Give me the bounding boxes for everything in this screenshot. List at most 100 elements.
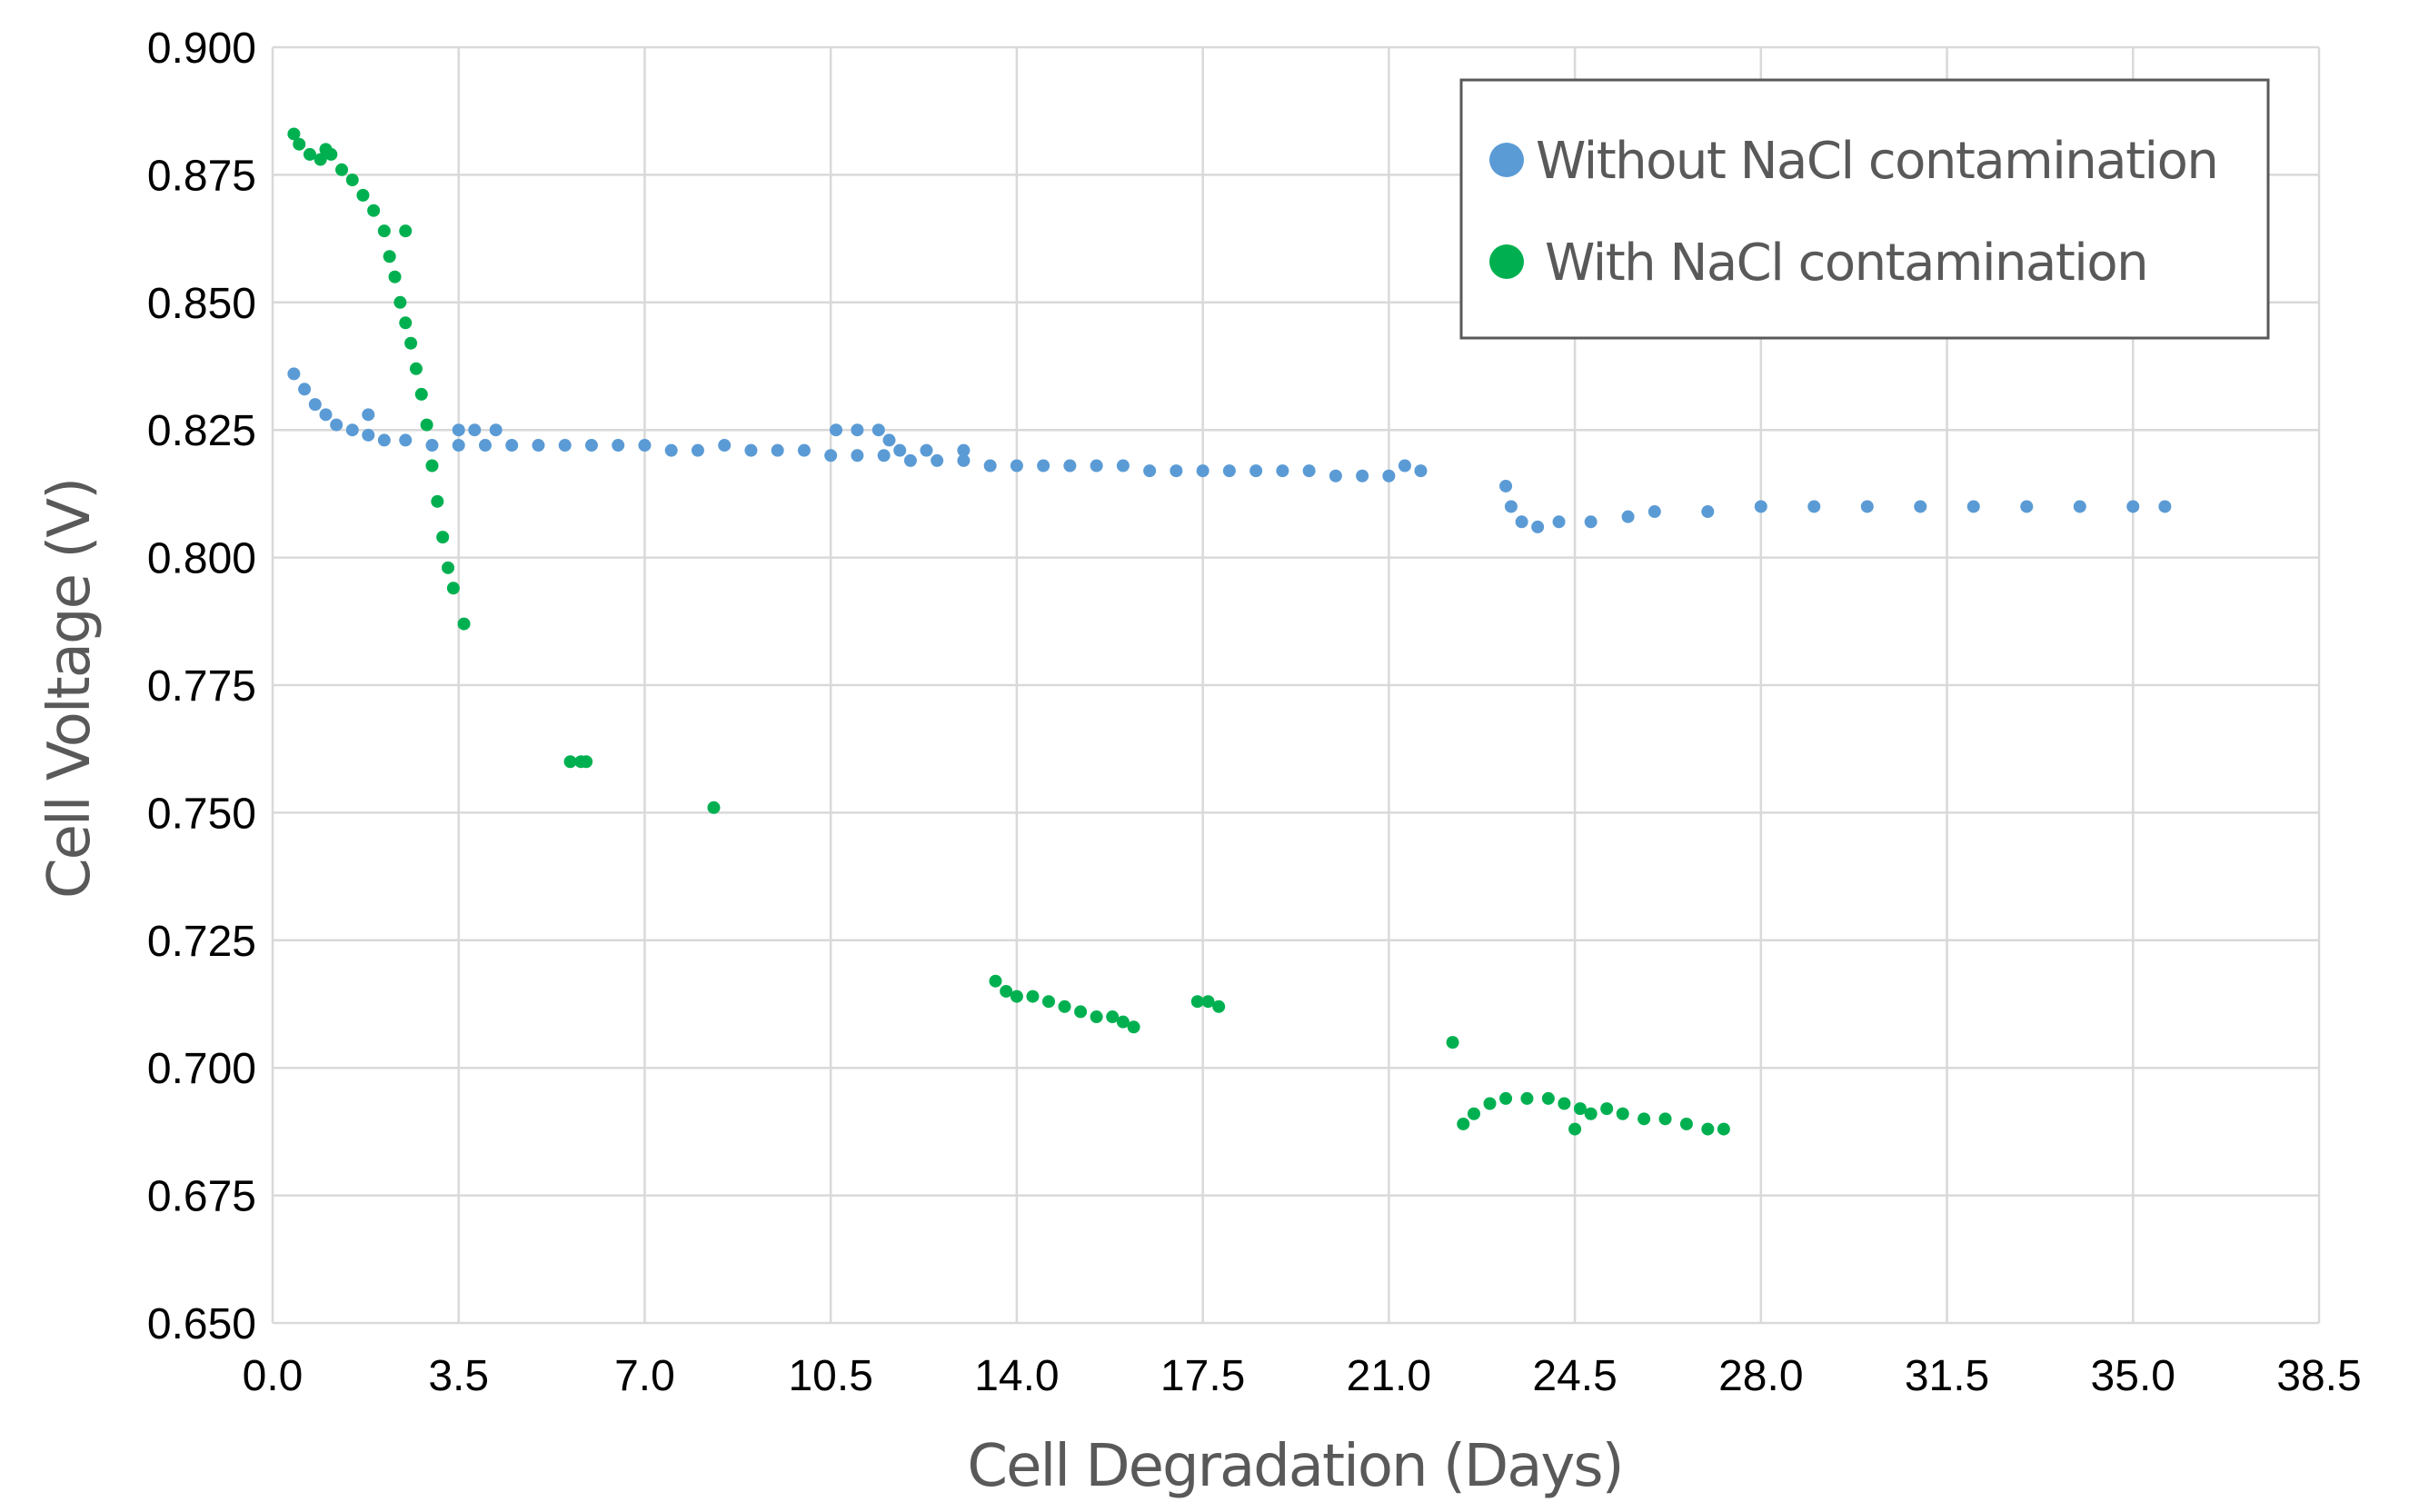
data-point [324,147,338,161]
y-tick-label: 0.775 [147,662,256,711]
data-point [1541,1091,1555,1105]
data-point [771,443,784,457]
data-point [287,127,301,141]
data-point [414,387,428,401]
data-point [612,439,625,453]
legend-box [1459,78,2270,340]
data-point [1063,459,1077,472]
data-point [830,423,843,437]
grid [271,45,2321,1325]
data-point [1190,995,1204,1009]
data-point [1457,1117,1470,1130]
y-tick-label: 0.800 [147,535,256,583]
data-point [558,439,572,453]
data-point [404,336,418,350]
y-tick-label: 0.650 [147,1300,256,1348]
data-point [920,443,933,457]
data-point [1520,1091,1534,1105]
data-point [851,423,864,437]
data-point [452,423,465,437]
data-point [345,174,359,187]
y-tick-label: 0.700 [147,1045,256,1093]
data-point [367,204,381,217]
data-point [409,362,423,375]
data-point [797,443,811,457]
data-point [1638,1112,1651,1126]
data-point [1414,464,1428,478]
data-point [1701,505,1715,519]
data-point [931,453,944,467]
data-point [1127,1020,1140,1034]
x-tick-label: 10.5 [788,1352,872,1400]
data-point [308,398,322,412]
data-point [2158,500,2172,513]
data-point [1329,469,1342,482]
data-point [584,439,598,453]
data-point [2073,500,2086,513]
x-tick-label: 28.0 [1718,1352,1803,1400]
data-point [882,433,896,447]
data-point [399,433,413,447]
data-point [983,459,997,472]
data-point [1446,1036,1459,1049]
y-tick-label: 0.675 [147,1173,256,1221]
data-point [664,443,678,457]
data-point [383,250,396,264]
data-point [1701,1122,1715,1136]
data-point [1010,990,1023,1003]
data-point [1276,464,1289,478]
data-point [420,418,433,432]
legend-swatch-with-nacl [1489,244,1524,279]
x-axis-title: Cell Degradation (Days) [967,1433,1622,1500]
data-point [1201,995,1215,1009]
data-point [1621,510,1635,523]
data-point [1090,1010,1103,1024]
data-point [1504,500,1518,513]
data-point [1116,1015,1130,1029]
data-point [580,755,593,769]
data-point [1116,459,1130,472]
x-tick-label: 3.5 [428,1352,489,1400]
data-point [1531,520,1545,533]
data-point [877,449,891,463]
data-point [1170,464,1183,478]
legend-label-without-nacl: Without NaCl contamination [1536,132,2217,191]
data-point [399,224,413,238]
y-tick-label: 0.900 [147,25,256,73]
data-point [871,423,885,437]
data-point [1584,1107,1598,1120]
legend-swatch-without-nacl [1489,143,1524,177]
data-point [744,443,758,457]
x-tick-label: 7.0 [614,1352,675,1400]
data-point [1467,1107,1480,1120]
x-tick-label: 21.0 [1347,1352,1431,1400]
y-axis-ticks: 0.650 0.675 0.700 0.725 0.750 0.775 0.800 0.825… [147,25,256,1348]
data-point [1754,500,1767,513]
data-point [1074,1005,1088,1019]
data-point [442,561,455,574]
data-point [563,755,577,769]
data-point [425,459,439,472]
data-point [468,423,482,437]
data-point [1010,459,1023,472]
x-tick-label: 17.5 [1160,1352,1245,1400]
data-point [957,453,971,467]
data-point [446,582,460,595]
y-tick-label: 0.875 [147,152,256,200]
data-point [1558,1097,1571,1110]
data-point [362,408,375,422]
data-point [293,137,306,151]
data-point [1616,1107,1629,1120]
data-point [1600,1102,1614,1116]
data-point [1302,464,1316,478]
data-point [989,974,1002,988]
y-tick-label: 0.825 [147,407,256,455]
data-point [1042,995,1056,1009]
data-point [377,224,391,238]
data-point [2126,500,2140,513]
y-axis-title: Cell Voltage (V) [36,479,104,899]
data-point [478,439,492,453]
data-point [393,295,407,309]
series-with-nacl [287,127,1730,1136]
data-point [399,316,413,330]
